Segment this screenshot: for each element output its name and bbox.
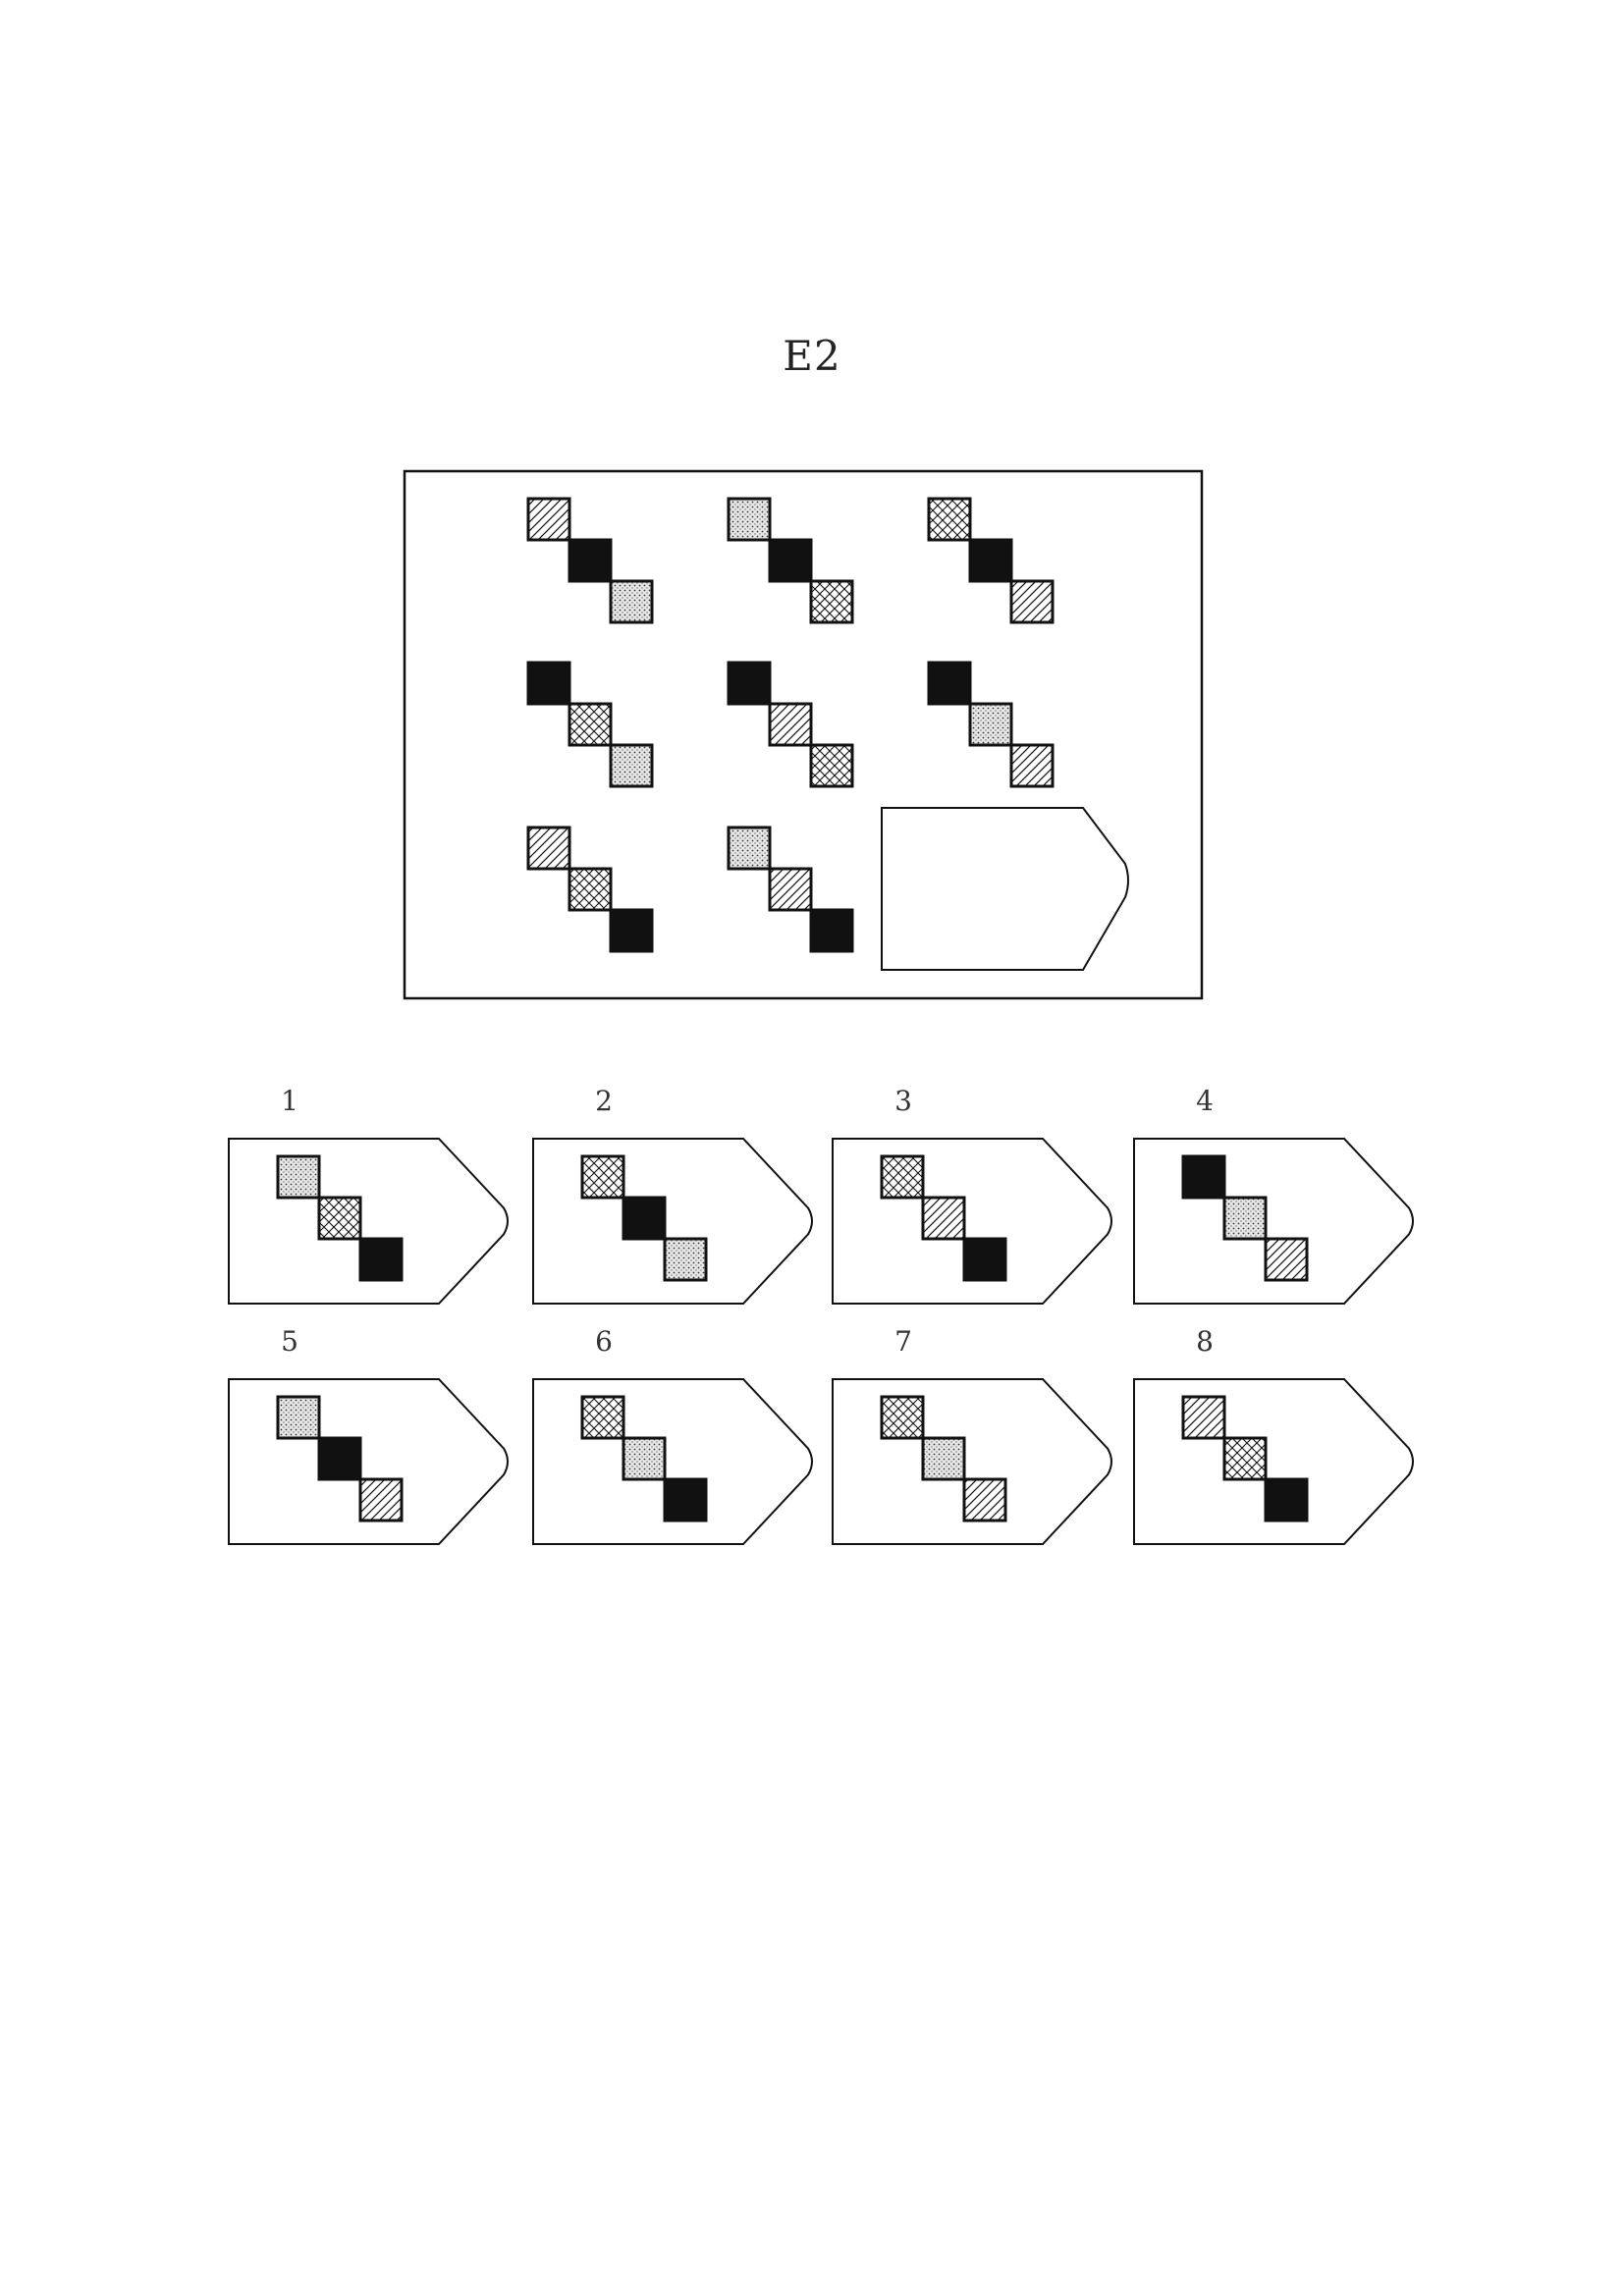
option-6[interactable] xyxy=(532,1378,813,1545)
square-diag xyxy=(526,826,571,871)
matrix-cell-2 xyxy=(727,497,854,624)
square-cross xyxy=(568,702,613,747)
option-8-chain xyxy=(1181,1395,1309,1522)
matrix-cells xyxy=(526,497,1055,953)
option-label: 1 xyxy=(281,1085,298,1117)
option-2-chain xyxy=(580,1154,708,1282)
square-dots xyxy=(727,826,772,871)
square-black xyxy=(962,1237,1007,1282)
square-cross xyxy=(927,497,972,542)
square-cross xyxy=(809,579,854,624)
option-1[interactable] xyxy=(228,1138,509,1305)
square-black xyxy=(609,908,654,953)
answer-options xyxy=(228,1138,1414,1545)
square-black xyxy=(968,538,1013,583)
square-black xyxy=(358,1237,404,1282)
square-black xyxy=(1181,1154,1226,1200)
option-3[interactable] xyxy=(832,1138,1112,1305)
option-4[interactable] xyxy=(1133,1138,1414,1305)
square-cross xyxy=(317,1196,362,1241)
square-black xyxy=(622,1196,667,1241)
square-diag xyxy=(526,497,571,542)
square-diag xyxy=(1181,1395,1226,1440)
matrix-cell-1 xyxy=(526,497,654,624)
square-dots xyxy=(1222,1196,1268,1241)
option-label: 6 xyxy=(595,1325,613,1358)
matrix-frame xyxy=(403,469,1204,1000)
square-black xyxy=(809,908,854,953)
square-black xyxy=(927,661,972,706)
matrix-cell-8 xyxy=(727,826,854,953)
square-black xyxy=(568,538,613,583)
option-label: 3 xyxy=(894,1085,912,1117)
option-label: 8 xyxy=(1196,1325,1214,1358)
square-diag xyxy=(1009,579,1055,624)
option-4-chain xyxy=(1181,1154,1309,1282)
square-dots xyxy=(663,1237,708,1282)
square-dots xyxy=(622,1436,667,1481)
option-label: 2 xyxy=(595,1085,613,1117)
square-cross xyxy=(880,1395,925,1440)
option-label: 7 xyxy=(894,1325,912,1358)
square-black xyxy=(727,661,772,706)
square-cross xyxy=(1222,1436,1268,1481)
square-cross xyxy=(809,743,854,788)
square-black xyxy=(768,538,813,583)
page-title: E2 xyxy=(783,332,841,380)
option-label: 5 xyxy=(281,1325,298,1358)
square-dots xyxy=(609,579,654,624)
missing-piece-slot xyxy=(881,807,1129,971)
square-diag xyxy=(1264,1237,1309,1282)
square-diag xyxy=(921,1196,966,1241)
square-cross xyxy=(580,1154,625,1200)
matrix-cell-3 xyxy=(927,497,1055,624)
option-5[interactable] xyxy=(228,1378,509,1545)
square-dots xyxy=(921,1436,966,1481)
square-dots xyxy=(609,743,654,788)
option-7-chain xyxy=(880,1395,1007,1522)
matrix-cell-7 xyxy=(526,826,654,953)
option-1-chain xyxy=(276,1154,404,1282)
square-diag xyxy=(1009,743,1055,788)
square-diag xyxy=(358,1477,404,1522)
option-8[interactable] xyxy=(1133,1378,1414,1545)
matrix-cell-6 xyxy=(927,661,1055,788)
option-label: 4 xyxy=(1196,1085,1214,1117)
square-black xyxy=(317,1436,362,1481)
square-black xyxy=(526,661,571,706)
square-dots xyxy=(276,1395,321,1440)
square-diag xyxy=(962,1477,1007,1522)
square-dots xyxy=(727,497,772,542)
square-black xyxy=(1264,1477,1309,1522)
square-black xyxy=(663,1477,708,1522)
square-dots xyxy=(968,702,1013,747)
square-cross xyxy=(580,1395,625,1440)
option-3-chain xyxy=(880,1154,1007,1282)
option-7[interactable] xyxy=(832,1378,1112,1545)
square-cross xyxy=(880,1154,925,1200)
option-6-chain xyxy=(580,1395,708,1522)
square-diag xyxy=(768,867,813,912)
square-dots xyxy=(276,1154,321,1200)
matrix-cell-4 xyxy=(526,661,654,788)
option-2[interactable] xyxy=(532,1138,813,1305)
square-diag xyxy=(768,702,813,747)
option-5-chain xyxy=(276,1395,404,1522)
matrix-cell-5 xyxy=(727,661,854,788)
square-cross xyxy=(568,867,613,912)
